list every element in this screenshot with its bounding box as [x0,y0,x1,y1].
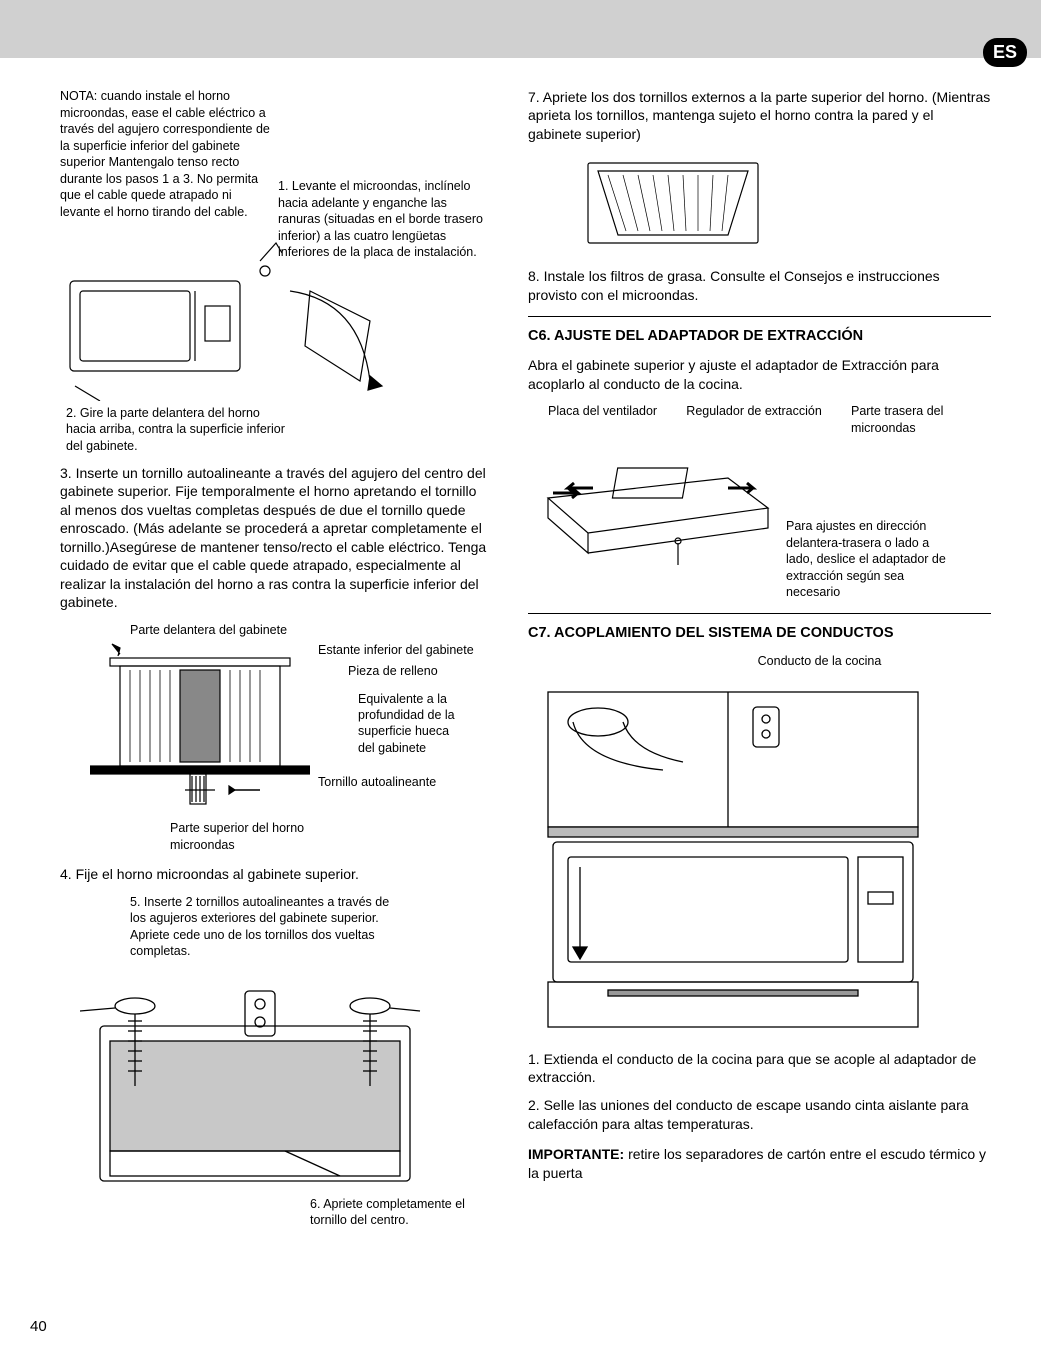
d6-damper-label: Regulador de extracción [686,403,822,436]
c7-step1: 1. Extienda el conducto de la cocina par… [528,1050,991,1087]
d3-filler-label: Pieza de relleno [348,663,490,679]
step-6: 6. Apriete completamente el tornillo del… [310,1196,470,1229]
diagram-cabinet-section: Parte delantera del gabinete [90,622,490,854]
diagram-damper: Placa del ventilador Regulador de extrac… [528,403,991,601]
c6-heading: C6. AJUSTE DEL ADAPTADOR DE EXTRACCIÓN [528,316,991,346]
nota-text: NOTA: cuando instale el horno microondas… [60,88,270,220]
header-bar: ES [0,0,1041,58]
c7-step2: 2. Selle las uniones del conducto de esc… [528,1096,991,1133]
step-5: 5. Inserte 2 tornillos autoalineantes a … [130,894,390,960]
diagram-duct-system [528,672,991,1032]
d6-note: Para ajustes en dirección delantera-tras… [786,518,956,601]
important-note: IMPORTANTE: retire los separadores de ca… [528,1145,991,1182]
step-8: 8. Instale los filtros de grasa. Consult… [528,267,991,304]
step-3: 3. Inserte un tornillo autoalineante a t… [60,464,490,612]
d3-shelf-label: Estante inferior del gabinete [318,642,490,658]
step-4: 4. Fije el horno microondas al gabinete … [60,865,490,883]
d6-plate-label: Placa del ventilador [548,403,657,436]
left-column: NOTA: cuando instale el horno microondas… [60,88,490,1229]
c7-heading: C7. ACOPLAMIENTO DEL SISTEMA DE CONDUCTO… [528,613,991,643]
page-content: NOTA: cuando instale el horno microondas… [0,58,1041,1239]
step-2: 2. Gire la parte delantera del horno hac… [66,405,286,455]
language-badge: ES [983,38,1027,67]
c6-body: Abra el gabinete superior y ajuste el ad… [528,356,991,393]
page-number: 40 [30,1318,47,1335]
diagram-filter [578,153,991,253]
d3-oven-label: Parte superior del horno microondas [170,820,340,853]
d3-equiv-label: Equivalente a la profundidad de la super… [358,691,468,756]
step-7: 7. Apriete los dos tornillos externos a … [528,88,991,143]
step-1: 1. Levante el microondas, inclínelo haci… [278,178,490,261]
d3-top-label: Parte delantera del gabinete [130,622,490,639]
diagram-top-screws: 6. Apriete completamente el tornillo del… [80,966,490,1229]
right-column: 7. Apriete los dos tornillos externos a … [528,88,991,1229]
d7-duct-label: Conducto de la cocina [648,653,991,670]
d6-rear-label: Parte trasera del microondas [851,403,971,436]
important-label: IMPORTANTE: [528,1146,624,1162]
d3-screw-label: Tornillo autoalineante [318,774,490,790]
